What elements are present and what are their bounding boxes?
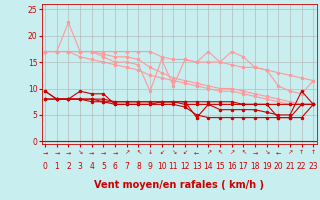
Text: →: → (101, 150, 106, 155)
Text: ↗: ↗ (287, 150, 292, 155)
Text: 11: 11 (169, 162, 178, 171)
Text: 13: 13 (192, 162, 202, 171)
Text: 1: 1 (54, 162, 59, 171)
Text: 12: 12 (180, 162, 190, 171)
Text: 14: 14 (204, 162, 213, 171)
Text: 23: 23 (308, 162, 318, 171)
Text: 5: 5 (101, 162, 106, 171)
Text: 16: 16 (227, 162, 236, 171)
Text: →: → (252, 150, 258, 155)
Text: 2: 2 (66, 162, 71, 171)
Text: 4: 4 (89, 162, 94, 171)
Text: 20: 20 (274, 162, 283, 171)
Text: 10: 10 (157, 162, 166, 171)
Text: ↙: ↙ (159, 150, 164, 155)
Text: 6: 6 (113, 162, 117, 171)
Text: →: → (54, 150, 60, 155)
Text: ↘: ↘ (171, 150, 176, 155)
Text: 15: 15 (215, 162, 225, 171)
Text: 17: 17 (238, 162, 248, 171)
Text: →: → (89, 150, 94, 155)
Text: Vent moyen/en rafales ( km/h ): Vent moyen/en rafales ( km/h ) (94, 180, 264, 190)
Text: 19: 19 (262, 162, 271, 171)
Text: ↑: ↑ (311, 150, 316, 155)
Text: 3: 3 (78, 162, 83, 171)
Text: ↖: ↖ (136, 150, 141, 155)
Text: ↖: ↖ (241, 150, 246, 155)
Text: ↗: ↗ (229, 150, 234, 155)
Text: ↓: ↓ (148, 150, 153, 155)
Text: 8: 8 (136, 162, 141, 171)
Text: 7: 7 (124, 162, 129, 171)
Text: 9: 9 (148, 162, 153, 171)
Text: 21: 21 (285, 162, 295, 171)
Text: 0: 0 (43, 162, 48, 171)
Text: ↘: ↘ (77, 150, 83, 155)
Text: ↙: ↙ (182, 150, 188, 155)
Text: ↖: ↖ (217, 150, 223, 155)
Text: ←: ← (194, 150, 199, 155)
Text: ↗: ↗ (206, 150, 211, 155)
Text: →: → (43, 150, 48, 155)
Text: ↗: ↗ (124, 150, 129, 155)
Text: →: → (112, 150, 118, 155)
Text: ↑: ↑ (299, 150, 304, 155)
Text: →: → (66, 150, 71, 155)
Text: ↘: ↘ (264, 150, 269, 155)
Text: 18: 18 (250, 162, 260, 171)
Text: 22: 22 (297, 162, 306, 171)
Text: ←: ← (276, 150, 281, 155)
